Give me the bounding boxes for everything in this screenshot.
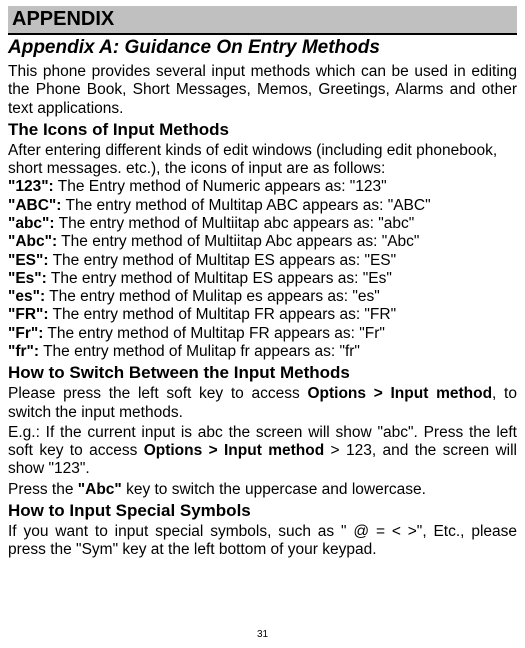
method-text: The Entry method of Numeric appears as: … [54, 178, 387, 195]
method-text: The entry method of Multitap ES appears … [49, 252, 397, 269]
switch-heading: How to Switch Between the Input Methods [8, 363, 517, 383]
method-label: "Es": [8, 270, 47, 287]
method-text: The entry method of Multiitap Abc appear… [57, 233, 419, 250]
method-text: The entry method of Multitap FR appears … [49, 306, 397, 323]
method-label: "FR": [8, 306, 49, 323]
method-label: "123": [8, 178, 54, 195]
bold-text: "Abc" [78, 481, 122, 498]
method-label: "es": [8, 288, 45, 305]
method-label: "ABC": [8, 197, 61, 214]
method-label: "fr": [8, 343, 39, 360]
method-line: "123": The Entry method of Numeric appea… [8, 178, 517, 196]
method-text: The entry method of Mulitap fr appears a… [39, 343, 360, 360]
switch-paragraph-2: E.g.: If the current input is abc the sc… [8, 424, 517, 479]
method-label: "abc": [8, 215, 55, 232]
text: Press the [8, 481, 78, 498]
method-line: "Fr": The entry method of Multitap FR ap… [8, 325, 517, 343]
text: key to switch the uppercase and lowercas… [122, 481, 426, 498]
method-text: The entry method of Mulitap es appears a… [45, 288, 380, 305]
method-line: "abc": The entry method of Multiitap abc… [8, 215, 517, 233]
bold-text: Options > Input method [144, 442, 325, 459]
icons-intro: After entering different kinds of edit w… [8, 142, 517, 179]
method-line: "fr": The entry method of Mulitap fr app… [8, 343, 517, 361]
method-text: The entry method of Multitap ABC appears… [61, 197, 430, 214]
method-label: "Abc": [8, 233, 57, 250]
symbols-paragraph: If you want to input special symbols, su… [8, 523, 517, 560]
method-text: The entry method of Multitap ES appears … [47, 270, 392, 287]
intro-paragraph: This phone provides several input method… [8, 63, 517, 118]
method-text: The entry method of Multitap FR appears … [43, 325, 385, 342]
symbols-heading: How to Input Special Symbols [8, 501, 517, 521]
method-line: "ABC": The entry method of Multitap ABC … [8, 197, 517, 215]
method-line: "FR": The entry method of Multitap FR ap… [8, 306, 517, 324]
switch-paragraph-1: Please press the left soft key to access… [8, 385, 517, 422]
method-text: The entry method of Multiitap abc appear… [55, 215, 415, 232]
methods-list: "123": The Entry method of Numeric appea… [8, 178, 517, 361]
method-line: "Es": The entry method of Multitap ES ap… [8, 270, 517, 288]
method-label: "ES": [8, 252, 49, 269]
icons-heading: The Icons of Input Methods [8, 120, 517, 140]
method-label: "Fr": [8, 325, 43, 342]
bold-text: Options > Input method [307, 385, 492, 402]
switch-paragraph-3: Press the "Abc" key to switch the upperc… [8, 481, 517, 499]
method-line: "ES": The entry method of Multitap ES ap… [8, 252, 517, 270]
page-number: 31 [0, 629, 525, 640]
method-line: "Abc": The entry method of Multiitap Abc… [8, 233, 517, 251]
appendix-subtitle: Appendix A: Guidance On Entry Methods [8, 37, 517, 59]
appendix-header: APPENDIX [8, 6, 517, 35]
method-line: "es": The entry method of Mulitap es app… [8, 288, 517, 306]
text: Please press the left soft key to access [8, 385, 307, 402]
